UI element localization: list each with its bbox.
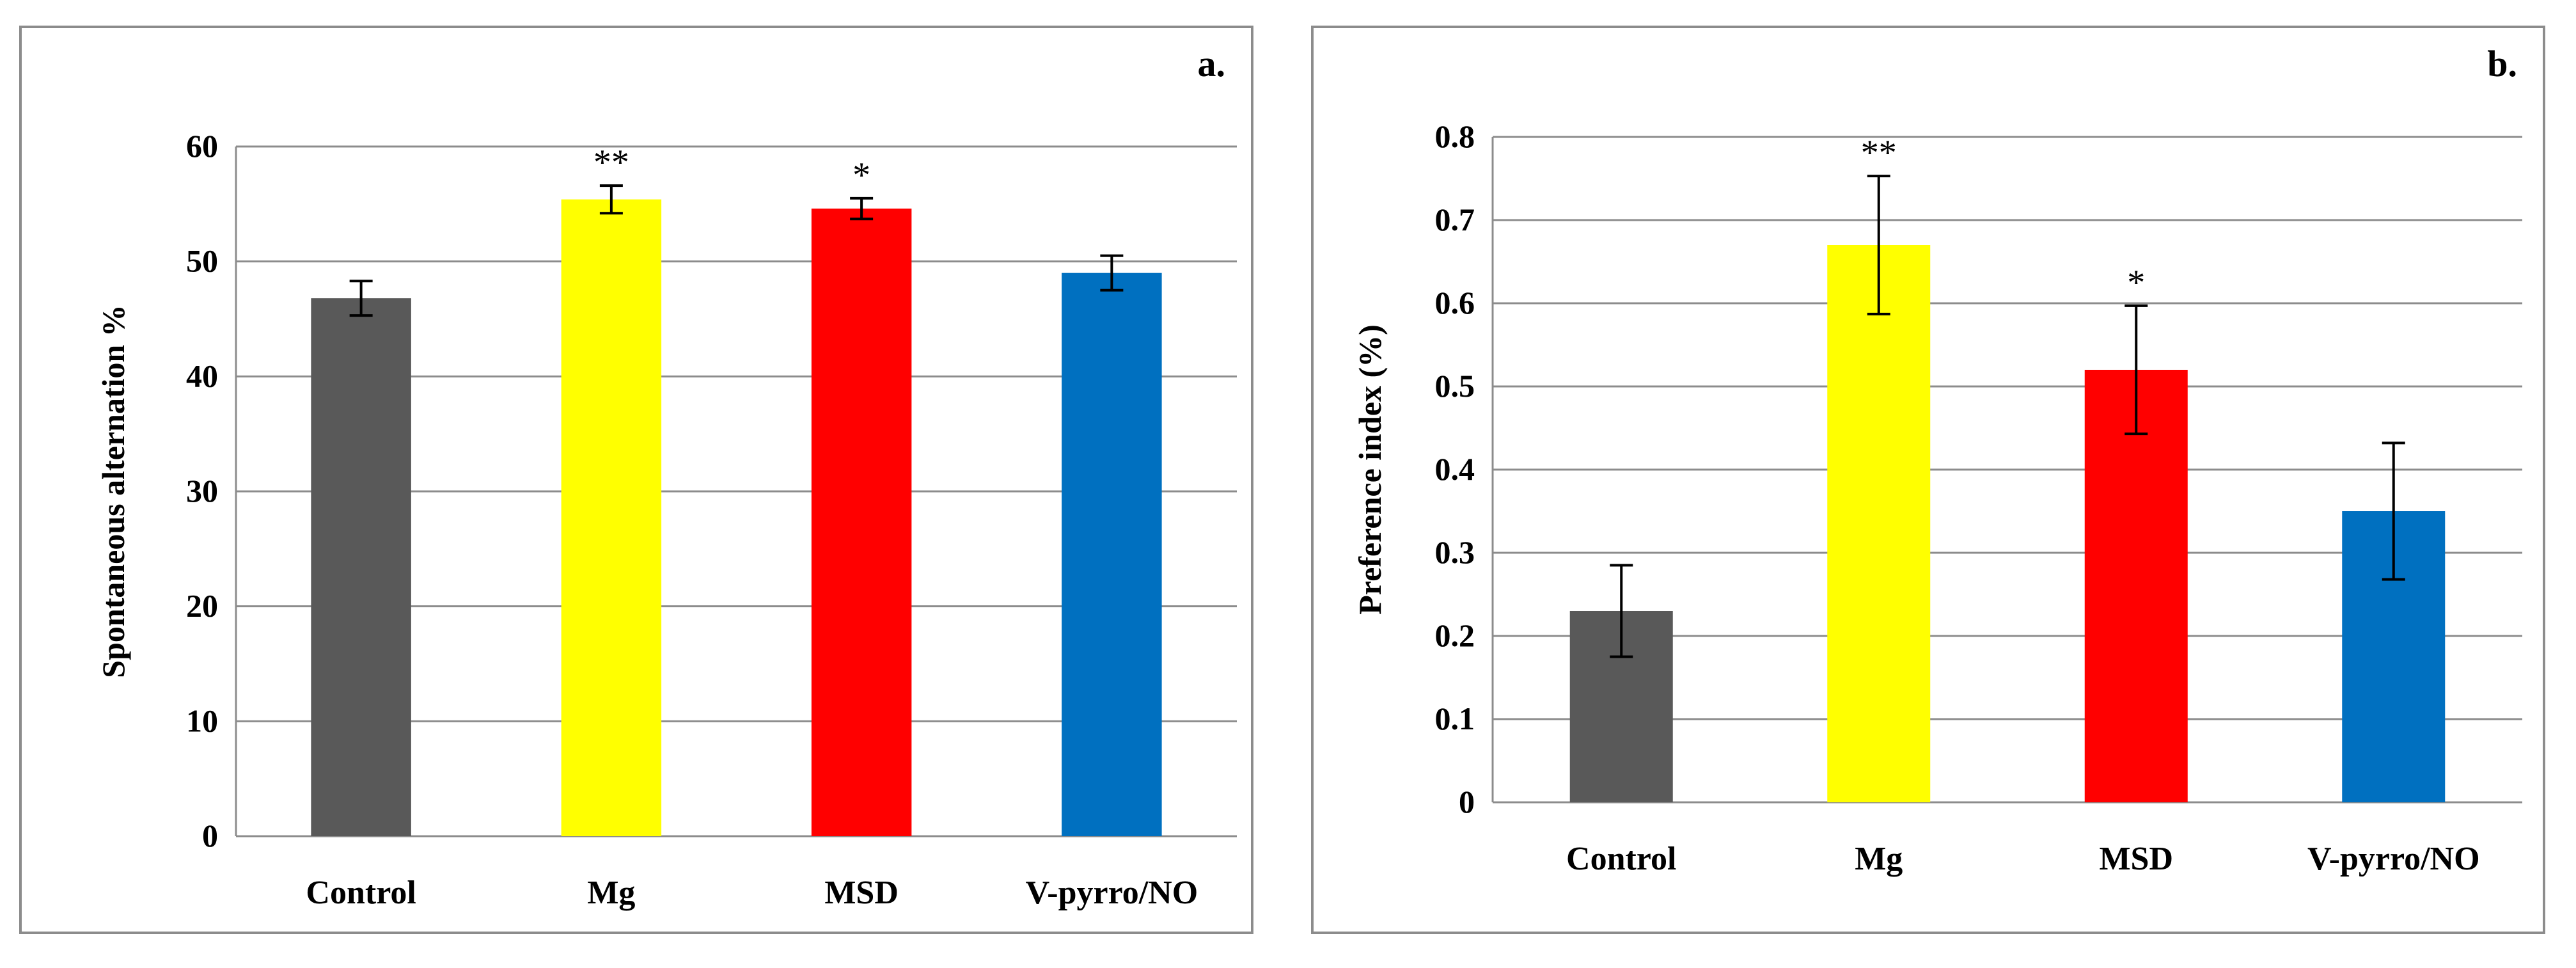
y-tick-label-b: 0.6 bbox=[1435, 285, 1475, 321]
x-category-label: Control bbox=[1566, 841, 1676, 877]
y-tick-label-a: 60 bbox=[186, 128, 218, 164]
chart-panel-a: a. 0 10 20 30 40 50 60 Spontaneous alternation … bbox=[19, 26, 1253, 934]
y-tick-label-b: 0.3 bbox=[1435, 534, 1475, 570]
x-category-label: Control bbox=[306, 875, 416, 911]
x-category-label: V-pyrro/NO bbox=[1026, 875, 1198, 911]
panel-label-b: b. bbox=[2487, 43, 2517, 84]
bar-mg bbox=[1827, 245, 1931, 802]
significance-marker: * bbox=[852, 155, 870, 195]
bar-mg bbox=[561, 199, 662, 836]
y-tick-label-b: 0.8 bbox=[1435, 118, 1475, 154]
significance-marker: ** bbox=[1861, 133, 1897, 173]
y-tick-label-b: 0.1 bbox=[1435, 701, 1475, 736]
y-tick-label-a: 20 bbox=[186, 588, 218, 624]
y-tick-label-b: 0.2 bbox=[1435, 617, 1475, 653]
x-category-label: MSD bbox=[824, 875, 899, 911]
y-tick-label-b: 0 bbox=[1459, 784, 1475, 820]
x-category-label: MSD bbox=[2099, 841, 2173, 877]
bar-chart-a: 0 10 20 30 40 50 60 Spontaneous alternation % Co… bbox=[95, 128, 1237, 911]
x-category-label: Mg bbox=[1855, 841, 1903, 877]
y-tick-label-a: 30 bbox=[186, 473, 218, 509]
bar-msd bbox=[2084, 370, 2188, 802]
x-category-label: Mg bbox=[587, 875, 635, 911]
y-axis-title-a: Spontaneous alternation % bbox=[95, 305, 131, 678]
y-tick-label-b: 0.7 bbox=[1435, 202, 1475, 237]
y-tick-label-b: 0.4 bbox=[1435, 451, 1475, 487]
x-category-label: V-pyrro/NO bbox=[2307, 841, 2480, 877]
bar-control bbox=[311, 298, 411, 836]
y-axis-title-b: Preference index (%) bbox=[1352, 324, 1388, 615]
significance-marker: ** bbox=[593, 143, 629, 182]
y-tick-label-a: 40 bbox=[186, 358, 218, 393]
bar-v-pyrro-no bbox=[1062, 273, 1162, 837]
y-tick-label-b: 0.5 bbox=[1435, 368, 1475, 404]
panel-label-a: a. bbox=[1197, 43, 1226, 84]
bar-msd bbox=[811, 209, 912, 836]
y-tick-label-a: 50 bbox=[186, 243, 218, 279]
significance-marker: * bbox=[2127, 263, 2145, 303]
bar-chart-b: 0 0.1 0.2 0.3 0.4 0.5 0.6 0.7 0.8 Preference inde… bbox=[1352, 118, 2522, 877]
y-tick-label-a: 0 bbox=[202, 818, 218, 853]
y-tick-label-a: 10 bbox=[186, 702, 218, 738]
chart-panel-b: b. 0 0.1 0.2 0.3 0.4 0.5 0.6 0.7 0.8 Preference i… bbox=[1311, 26, 2545, 934]
